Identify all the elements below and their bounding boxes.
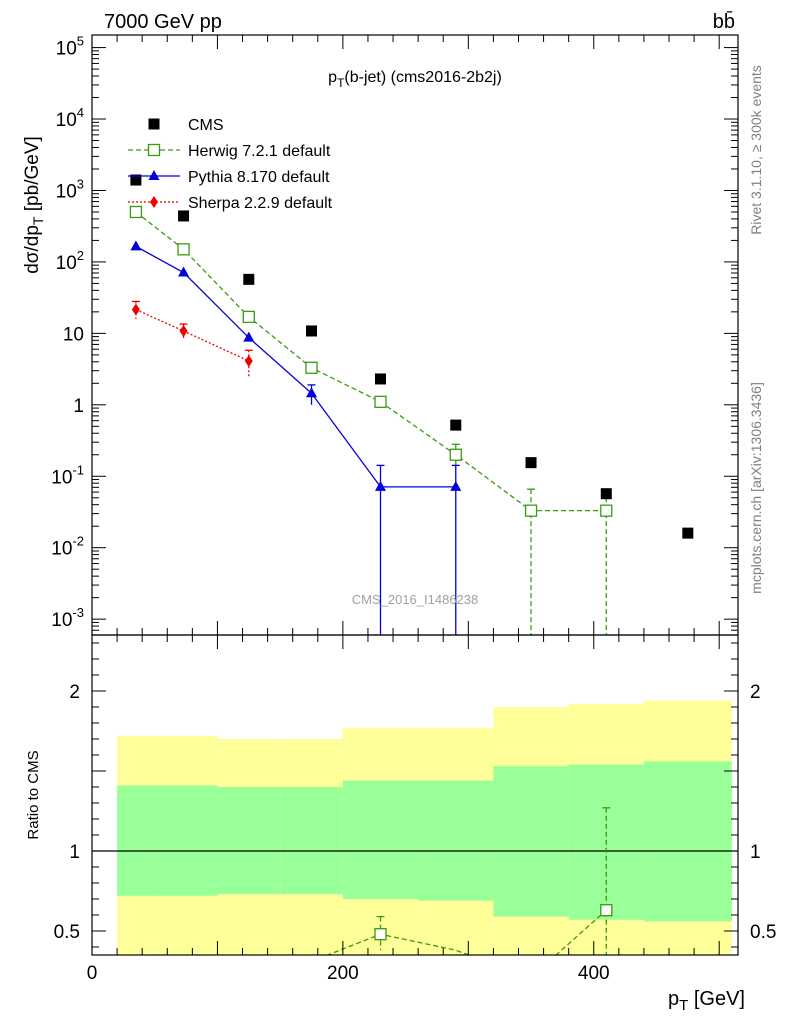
sherpa-2-2-9-default-point-1	[179, 324, 188, 337]
pythia-8-170-default-point-4	[375, 480, 387, 491]
legend-sherpa-2-2-9-default-marker	[150, 196, 158, 208]
main-y-axis-label: dσ/dpT [pb/GeV]	[22, 136, 46, 274]
legend-cms-label: CMS	[188, 117, 224, 134]
main-y-tick-label-6: 103	[56, 176, 84, 202]
pythia-8-170-default-point-0	[130, 240, 142, 251]
main-y-tick-label-3: 1	[73, 396, 84, 417]
ratio-herwig-7-2-1-default-point-4	[600, 904, 613, 917]
ratio-y-tick-label-right-1: 1	[750, 842, 761, 863]
ratio-stat-band-8	[643, 761, 732, 922]
process-label: bb̄	[713, 10, 735, 33]
main-plot-lines	[131, 211, 611, 635]
ratio-plot-frame	[91, 634, 739, 956]
pythia-8-170-default-point-3	[306, 387, 318, 398]
pythia-8-170-default-point-5	[450, 480, 462, 491]
x-tick-label-2: 400	[578, 963, 610, 984]
herwig-7-2-1-default-point-2	[242, 310, 255, 324]
ratio-stat-band-2	[217, 787, 281, 895]
x-tick-label-0: 0	[87, 963, 98, 984]
sherpa-2-2-9-default-line	[135, 309, 250, 362]
ratio-stat-band-6	[493, 766, 569, 917]
ratio-stat-band-5	[418, 780, 494, 901]
axis-ticks	[91, 35, 738, 955]
main-y-tick-label-7: 104	[56, 105, 84, 131]
cms-point-2	[243, 273, 255, 285]
ratio-y-tick-label-left-1: 1	[69, 842, 80, 863]
herwig-7-2-1-default-point-0	[129, 205, 143, 219]
energy-label: 7000 GeV pp	[104, 11, 222, 33]
main-plot-markers	[129, 174, 694, 539]
ratio-y-axis-label: Ratio to CMS	[25, 750, 42, 839]
herwig-7-2-1-default-point-7	[600, 504, 613, 517]
ratio-markers	[374, 904, 613, 941]
rivet-version-label: Rivet 3.1.10, ≥ 300k events	[748, 65, 764, 235]
cms-point-7	[600, 488, 612, 500]
cms-point-0	[130, 174, 142, 186]
herwig-7-2-1-default-point-3	[305, 361, 318, 374]
main-y-tick-label-5: 102	[56, 248, 84, 274]
legend: CMS Herwig 7.2.1 default Pythia 8.170 defa…	[128, 117, 333, 212]
ratio-herwig-7-2-1-default-point-1	[374, 928, 387, 941]
legend-sherpa-2-2-9-default-label: Sherpa 2.2.9 default	[188, 195, 333, 212]
legend-herwig-7-2-1-default-marker	[147, 143, 161, 157]
pythia-8-170-default-point-1	[178, 266, 190, 277]
ratio-y-tick-label-left-0: 0.5	[54, 922, 80, 943]
ratio-uncertainty-bands	[92, 700, 738, 955]
cms-point-4	[375, 373, 387, 385]
pythia-8-170-default-point-2	[243, 331, 255, 342]
herwig-7-2-1-default-point-6	[524, 504, 538, 517]
main-y-tick-label-1: 10-2	[51, 534, 84, 560]
herwig-7-2-1-default-line	[135, 211, 607, 512]
sherpa-2-2-9-default-point-2	[244, 355, 253, 368]
cms-point-1	[178, 210, 190, 222]
main-title: pT(b-jet) (cms2016-2b2j)	[328, 69, 502, 90]
cms-point-3	[306, 325, 318, 337]
ratio-stat-band-3	[280, 787, 343, 895]
main-y-tick-label-8: 105	[56, 34, 84, 60]
legend-cms-marker	[148, 118, 160, 130]
ratio-stat-band-4	[342, 780, 419, 899]
ratio-y-tick-label-right-0: 0.5	[750, 922, 776, 943]
svg-text:pT(b-jet) (cms2016-2b2j): pT(b-jet) (cms2016-2b2j)	[328, 69, 502, 90]
cms-point-6	[525, 457, 537, 469]
pythia-8-170-default-line	[135, 245, 456, 488]
ratio-stat-band-1	[154, 785, 218, 896]
ratio-y-tick-label-right-2: 2	[750, 682, 761, 703]
legend-pythia-8-170-default-label: Pythia 8.170 default	[188, 169, 330, 186]
watermark-label: CMS_2016_I1486238	[352, 592, 479, 607]
herwig-7-2-1-default-point-1	[177, 243, 190, 256]
herwig-7-2-1-default-point-5	[449, 448, 462, 461]
axis-tick-labels: 10-3 10-2 10-1 1 10 102 103 104 105 0 200 400 0.5 0.5…	[51, 34, 776, 984]
sherpa-2-2-9-default-point-0	[131, 303, 140, 316]
x-axis-label: pT [GeV]	[668, 988, 745, 1014]
ratio-stat-band-0	[117, 785, 155, 896]
herwig-7-2-1-default-point-4	[374, 395, 387, 409]
legend-pythia-8-170-default-marker	[148, 170, 160, 180]
main-y-tick-label-2: 10-1	[51, 462, 84, 488]
x-tick-label-1: 200	[327, 963, 359, 984]
cms-point-5	[450, 419, 462, 431]
cms-point-8	[682, 527, 694, 539]
main-y-tick-label-4: 10	[63, 324, 84, 345]
svg-text:dσ/dpT [pb/GeV]: dσ/dpT [pb/GeV]	[22, 136, 46, 274]
svg-text:pT [GeV]: pT [GeV]	[668, 988, 745, 1014]
ratio-y-tick-label-left-2: 2	[69, 682, 80, 703]
mcplots-label: mcplots.cern.ch [arXiv:1306.3436]	[748, 382, 764, 594]
main-y-tick-label-0: 10-3	[51, 605, 84, 631]
ratio-herwig-7-2-1-default-line	[325, 909, 607, 955]
legend-herwig-7-2-1-default-label: Herwig 7.2.1 default	[188, 143, 331, 160]
plot-frames	[91, 34, 739, 956]
